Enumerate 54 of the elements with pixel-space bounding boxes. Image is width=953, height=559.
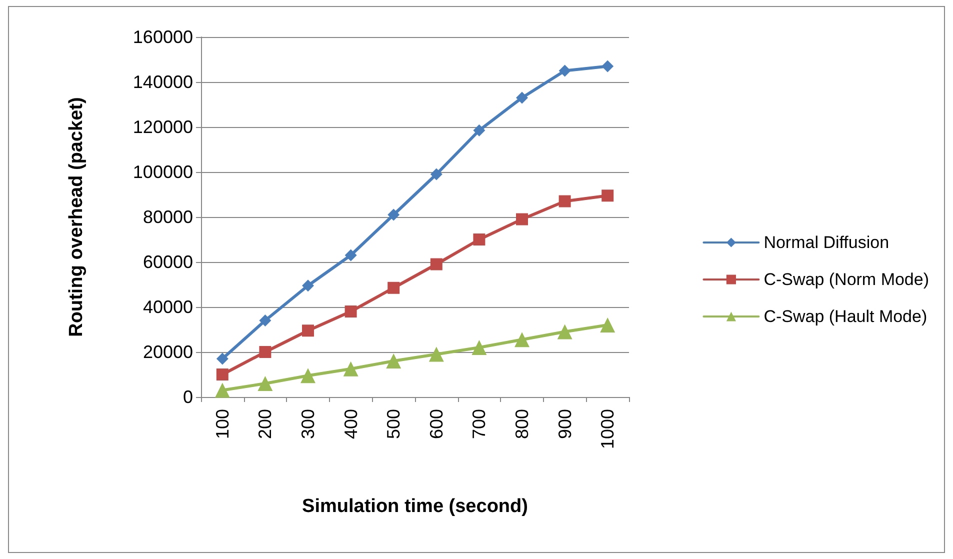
x-tick-label: 800 <box>512 409 532 440</box>
point <box>430 168 442 180</box>
y-tick-label: 120000 <box>132 117 193 137</box>
point <box>473 124 486 136</box>
point <box>216 368 228 380</box>
point <box>558 195 571 208</box>
point <box>602 60 614 72</box>
point <box>259 346 272 358</box>
point <box>302 280 314 292</box>
point <box>386 354 402 368</box>
point <box>302 324 314 337</box>
x-tick-label: 300 <box>298 409 318 440</box>
point <box>216 352 228 365</box>
point <box>472 340 487 355</box>
point <box>602 190 614 202</box>
x-tick-label: 100 <box>212 409 232 440</box>
legend-label: Normal Diffusion <box>764 233 890 252</box>
x-tick-label: 200 <box>255 409 276 440</box>
y-tick-label: 100000 <box>132 162 193 182</box>
x-tick-label: 900 <box>554 409 575 440</box>
y-tick-label: 60000 <box>142 252 193 272</box>
point <box>259 314 272 326</box>
y-tick-label: 0 <box>182 387 193 407</box>
y-tick-label: 20000 <box>142 342 193 362</box>
point <box>344 249 357 262</box>
x-tick-label: 500 <box>384 409 404 440</box>
point <box>600 318 616 332</box>
point <box>214 382 230 398</box>
legend-label: C-Swap (Hault Mode) <box>764 307 928 326</box>
point <box>516 92 528 104</box>
x-tick-label: 700 <box>469 409 490 440</box>
point <box>300 368 316 384</box>
point <box>558 64 571 77</box>
point <box>430 258 442 270</box>
x-axis-title: Simulation time (second) <box>302 496 528 517</box>
legend-label: C-Swap (Norm Mode) <box>764 270 929 289</box>
x-tick-label: 600 <box>426 409 446 440</box>
y-tick-label: 40000 <box>142 297 193 317</box>
point <box>516 213 528 226</box>
point <box>428 346 444 362</box>
y-tick-label: 160000 <box>132 27 193 47</box>
point <box>514 332 530 348</box>
point <box>557 324 572 340</box>
point <box>388 208 400 221</box>
point <box>344 306 357 318</box>
x-tick-label: 400 <box>340 409 361 440</box>
point <box>388 282 400 294</box>
x-tick-label: 1000 <box>598 409 618 450</box>
y-tick-label: 80000 <box>142 207 193 227</box>
point <box>258 376 273 391</box>
y-axis-title: Routing overhead (packet) <box>66 97 87 337</box>
point <box>473 234 486 246</box>
point <box>343 361 358 376</box>
y-tick-label: 140000 <box>132 72 193 92</box>
